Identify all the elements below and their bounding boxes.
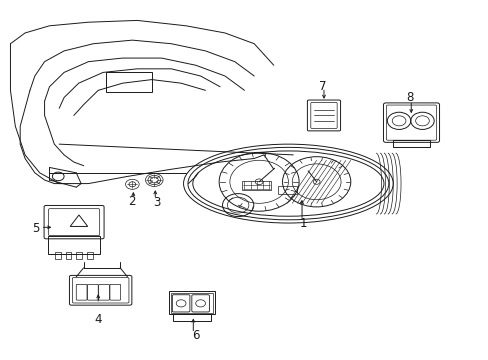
Text: 6: 6 <box>192 329 199 342</box>
Text: 4: 4 <box>94 313 102 327</box>
Text: 5: 5 <box>33 222 40 235</box>
Text: 3: 3 <box>153 196 160 209</box>
Text: 1: 1 <box>299 216 306 230</box>
Text: 2: 2 <box>128 195 136 208</box>
Text: 8: 8 <box>406 91 413 104</box>
Text: 7: 7 <box>318 80 325 93</box>
